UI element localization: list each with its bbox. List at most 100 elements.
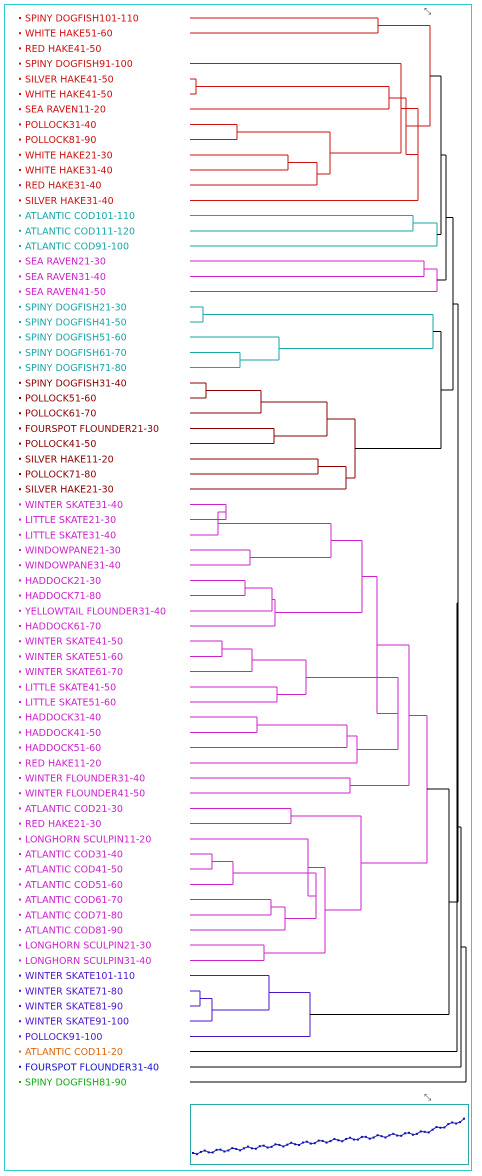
leaf-label: SEA RAVEN41-50 [25, 287, 106, 298]
leaf-marker [19, 731, 21, 734]
leaf-label: ATLANTIC COD61-70 [25, 895, 123, 906]
leaf-label: SPINY DOGFISH31-40 [25, 378, 127, 389]
leaf-label: SEA RAVEN21-30 [25, 257, 106, 268]
leaf-marker [19, 564, 21, 567]
leaf-marker [19, 944, 21, 947]
leaf-marker [19, 412, 21, 415]
leaf-marker [19, 822, 21, 825]
overview-point [408, 1131, 411, 1134]
overview-point [235, 1147, 238, 1150]
leaf-label: SILVER HAKE11-20 [25, 454, 114, 465]
overview-point [392, 1132, 395, 1135]
overview-point [431, 1128, 434, 1131]
leaf-label: POLLOCK61-70 [25, 409, 96, 420]
leaf-marker [19, 62, 21, 65]
leaf-label: SPINY DOGFISH41-50 [25, 318, 127, 329]
overview-point [384, 1136, 387, 1139]
overview-point [215, 1148, 218, 1151]
leaf-marker [19, 77, 21, 80]
overview-point [262, 1144, 265, 1147]
overview-curve [192, 1118, 465, 1155]
leaf-label: LITTLE SKATE41-50 [25, 682, 116, 693]
overview-point [278, 1143, 281, 1146]
leaf-label: ATLANTIC COD21-30 [25, 804, 123, 815]
leaf-label: SILVER HAKE41-50 [25, 74, 114, 85]
leaf-marker [19, 518, 21, 521]
leaf-label: WHITE HAKE21-30 [25, 150, 113, 161]
leaf-label: POLLOCK51-60 [25, 394, 96, 405]
overview-point [294, 1143, 297, 1146]
leaf-label: LONGHORN SCULPIN21-30 [25, 941, 151, 952]
leaf-marker [19, 245, 21, 247]
leaf-marker [19, 427, 21, 430]
overview-point [192, 1152, 194, 1154]
leaf-label: YELLOWTAIL FLOUNDER31-40 [24, 606, 166, 617]
leaf-label: SPINY DOGFISH91-100 [25, 59, 133, 70]
leaf-label: SPINY DOGFISH21-30 [25, 302, 127, 313]
overview-point [368, 1137, 371, 1140]
leaf-marker [19, 746, 21, 749]
leaf-label: RED HAKE31-40 [25, 181, 101, 192]
overview-point [239, 1149, 242, 1152]
leaf-label: WINTER FLOUNDER41-50 [25, 789, 145, 800]
overview-point [443, 1126, 446, 1129]
leaf-label: WINTER SKATE51-60 [25, 652, 123, 663]
leaf-marker [19, 366, 21, 369]
overview-point [380, 1135, 383, 1138]
overview-point [455, 1122, 458, 1125]
leaf-marker [19, 1035, 21, 1038]
leaf-marker [19, 1005, 21, 1007]
overview-plot [192, 1117, 465, 1156]
inset-expand-icon[interactable]: ⤡ [424, 1093, 432, 1103]
overview-point [419, 1130, 422, 1133]
overview-point [282, 1145, 285, 1148]
leaf-marker [19, 898, 21, 901]
overview-point [459, 1121, 462, 1124]
overview-point [451, 1121, 454, 1124]
leaf-marker [19, 594, 21, 597]
overview-point [411, 1133, 414, 1136]
overview-point [309, 1142, 312, 1145]
leaf-marker [19, 1050, 21, 1053]
leaf-marker [19, 837, 21, 840]
overview-point [427, 1131, 430, 1134]
leaf-marker [19, 397, 21, 399]
leaf-label: WINTER SKATE61-70 [25, 667, 123, 678]
overview-point [388, 1134, 391, 1137]
leaf-label: HADDOCK31-40 [25, 713, 101, 724]
leaf-label: POLLOCK41-50 [25, 439, 96, 450]
overview-point [333, 1137, 336, 1140]
overview-inset[interactable] [190, 1104, 469, 1165]
overview-point [223, 1150, 226, 1153]
leaf-label: WINTER SKATE31-40 [25, 500, 123, 511]
leaf-marker [19, 777, 21, 779]
overview-point [258, 1145, 261, 1148]
overview-point [439, 1126, 442, 1129]
leaf-label: SPINY DOGFISH61-70 [25, 348, 127, 359]
leaf-marker [19, 1020, 21, 1023]
overview-point [227, 1149, 230, 1152]
leaf-label: ATLANTIC COD51-60 [25, 880, 123, 891]
overview-point [349, 1136, 352, 1139]
leaf-label: SPINY DOGFISH81-90 [25, 1078, 127, 1089]
overview-point [211, 1151, 214, 1154]
leaf-marker [19, 853, 21, 855]
overview-point [463, 1117, 465, 1120]
leaf-marker [19, 305, 21, 308]
leaf-marker [19, 625, 21, 627]
leaf-marker [19, 761, 21, 764]
leaf-marker [19, 169, 21, 171]
overview-point [317, 1139, 320, 1142]
leaf-label: WINDOWPANE21-30 [25, 546, 121, 557]
overview-point [415, 1132, 418, 1135]
overview-point [404, 1132, 407, 1135]
expand-icon[interactable]: ⤡ [424, 7, 432, 17]
overview-point [231, 1147, 234, 1150]
overview-point [301, 1141, 304, 1144]
leaf-marker [19, 792, 21, 795]
leaf-marker [19, 351, 21, 354]
overview-point [341, 1140, 344, 1143]
leaf-marker [19, 989, 21, 992]
leaf-marker [19, 442, 21, 445]
